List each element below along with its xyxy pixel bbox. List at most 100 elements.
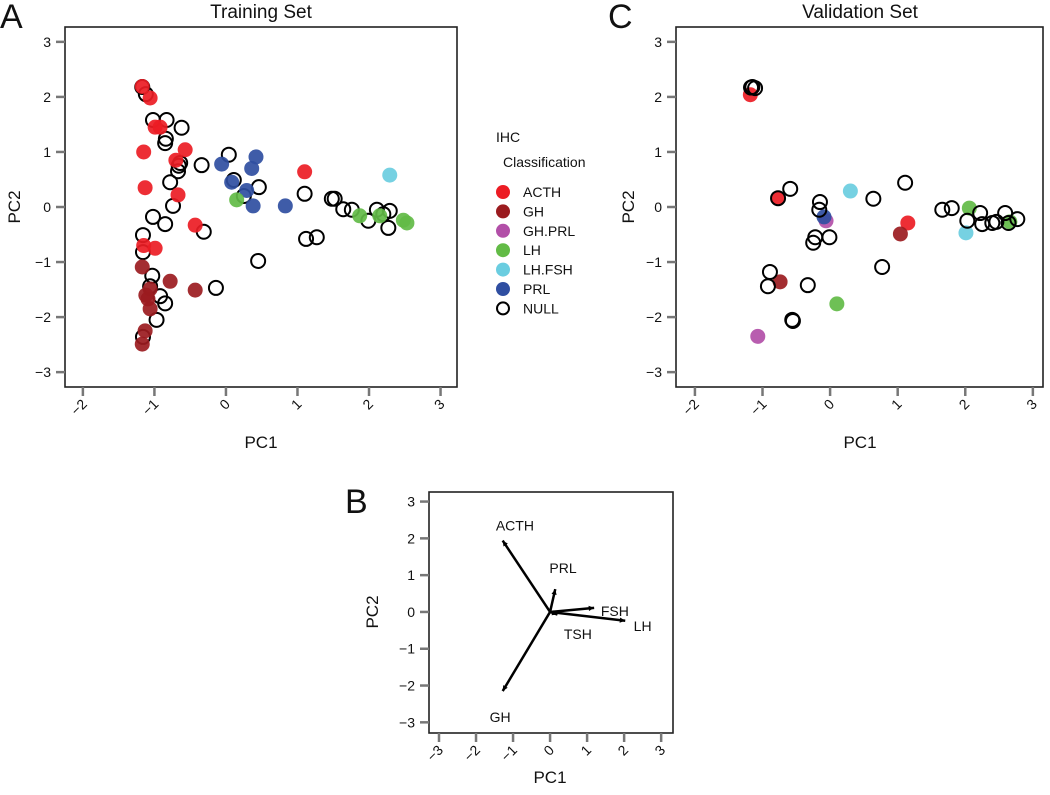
point-acth xyxy=(134,78,150,94)
loading-arrow-fsh xyxy=(549,606,595,614)
y-tick-label: 0 xyxy=(43,199,51,215)
arrowhead-fsh xyxy=(588,605,595,611)
x-tick-label: −1 xyxy=(139,396,162,419)
y-tick-label: 3 xyxy=(654,34,662,50)
legend: IHC Classification ACTH GH GH.PRL LH LH.FSH P… xyxy=(496,129,585,316)
point-null xyxy=(1009,211,1026,228)
point-null xyxy=(335,201,352,218)
legend-marker xyxy=(496,262,510,277)
loading-label-prl: PRL xyxy=(549,560,576,576)
loading-arrow-gh xyxy=(501,611,552,692)
point-null xyxy=(784,312,801,329)
point-acth xyxy=(177,142,193,158)
legend-item-lh-fsh: LH.FSH xyxy=(496,262,573,278)
loading-label-lh: LH xyxy=(634,618,652,634)
point-null xyxy=(296,185,313,202)
point-acth xyxy=(900,215,916,231)
point-acth xyxy=(136,144,152,160)
point-null xyxy=(805,234,822,251)
point-null xyxy=(144,208,161,225)
point-null xyxy=(308,229,325,246)
point-acth xyxy=(770,190,786,206)
y-tick-label: −3 xyxy=(646,364,662,380)
legend-marker xyxy=(496,223,510,238)
point-lh xyxy=(399,215,415,231)
legend-label: LH xyxy=(523,242,541,258)
point-lh-fsh xyxy=(842,183,858,199)
point-acth xyxy=(297,164,313,180)
arrowhead-lh xyxy=(619,617,626,623)
legend-label: PRL xyxy=(523,281,550,297)
y-tick-label: 0 xyxy=(654,199,662,215)
x-tick-label: −2 xyxy=(679,396,702,419)
x-tick-label: 3 xyxy=(651,742,668,759)
point-acth xyxy=(187,217,203,233)
point-lh-fsh xyxy=(958,225,974,241)
x-tick-label: 3 xyxy=(1023,396,1040,413)
point-null xyxy=(220,146,237,163)
legend-label: GH xyxy=(523,203,544,219)
point-null xyxy=(821,229,838,246)
point-null xyxy=(193,157,210,174)
x-tick-label: 0 xyxy=(820,396,837,413)
point-null xyxy=(959,212,976,229)
point-null xyxy=(943,200,960,217)
point-null xyxy=(988,213,1005,230)
x-tick-label: 1 xyxy=(288,396,305,413)
point-lh xyxy=(829,296,845,312)
point-prl xyxy=(239,182,255,198)
legend-item-gh: GH xyxy=(496,203,544,219)
y-tick-label: 3 xyxy=(407,494,415,510)
x-tick-label: 0 xyxy=(216,396,233,413)
panel-b-loadings-biplot: B PC1 PC2 −3 −2 −1 0 1 2 3 −3 −2 −1 0 1 2 3 ACTH PRL FSH… xyxy=(345,483,674,787)
point-null xyxy=(811,194,828,211)
point-gh xyxy=(187,282,203,298)
loading-arrow-lh xyxy=(549,610,626,623)
x-axis-label-a: PC1 xyxy=(244,433,277,452)
y-axis-label-c: PC2 xyxy=(619,190,638,223)
legend-title-line2: Classification xyxy=(503,154,585,170)
loading-label-gh: GH xyxy=(490,709,511,725)
point-null xyxy=(298,230,315,247)
y-tick-label: −2 xyxy=(399,678,415,694)
point-prl xyxy=(245,198,261,214)
point-null xyxy=(743,79,760,96)
point-gh xyxy=(772,274,788,290)
arrowhead-acth xyxy=(502,540,508,547)
point-prl xyxy=(224,174,240,190)
y-tick-label: −2 xyxy=(646,309,662,325)
y-axis-label-a: PC2 xyxy=(5,190,24,223)
y-axis-label-b: PC2 xyxy=(363,595,382,628)
point-gh-prl xyxy=(750,328,766,344)
y-tick-label: −1 xyxy=(646,254,662,270)
point-acth xyxy=(170,187,186,203)
point-gh xyxy=(162,273,178,289)
arrowhead-tsh xyxy=(551,610,558,616)
x-tick-label: 1 xyxy=(577,742,594,759)
point-null xyxy=(380,219,397,236)
x-tick-label: −2 xyxy=(461,742,484,765)
point-gh xyxy=(142,301,158,317)
point-prl xyxy=(248,149,264,165)
point-prl xyxy=(277,198,293,214)
legend-item-acth: ACTH xyxy=(496,184,561,200)
panel-label-a: A xyxy=(0,0,23,36)
point-null xyxy=(897,174,914,191)
point-acth xyxy=(142,90,158,106)
x-tick-label: 2 xyxy=(956,396,973,413)
y-tick-label: 0 xyxy=(407,604,415,620)
point-acth xyxy=(137,180,153,196)
legend-label: NULL xyxy=(523,300,559,316)
point-prl xyxy=(244,160,260,176)
y-tick-label: 2 xyxy=(654,89,662,105)
point-gh xyxy=(134,336,150,352)
point-null xyxy=(759,278,776,295)
x-tick-label: 3 xyxy=(431,396,448,413)
point-gh xyxy=(138,287,154,303)
point-null xyxy=(799,277,816,294)
point-null xyxy=(782,180,799,197)
plot-frame-c xyxy=(675,26,1044,388)
point-null xyxy=(811,201,828,218)
point-gh xyxy=(134,259,150,275)
point-null xyxy=(157,135,174,152)
